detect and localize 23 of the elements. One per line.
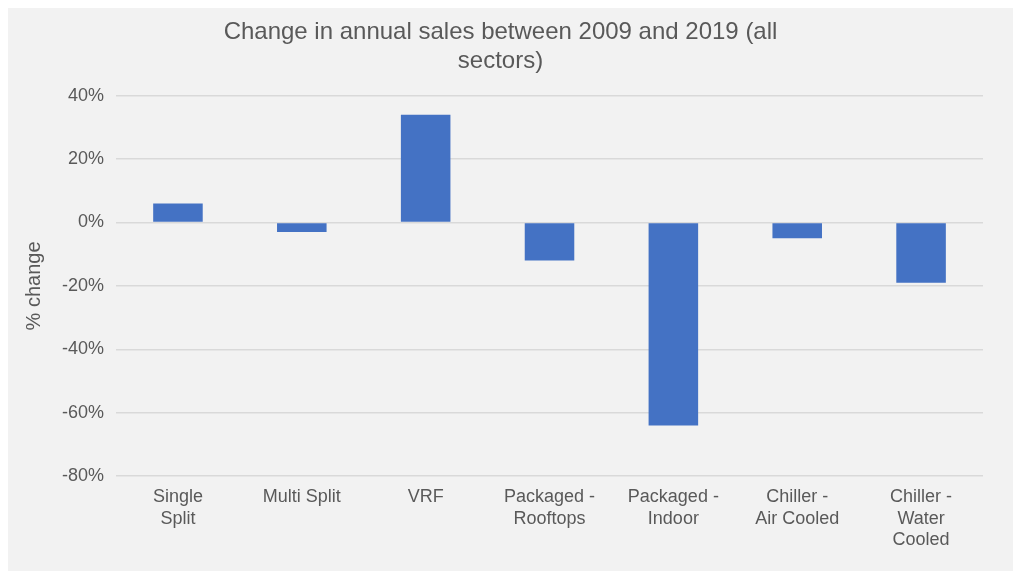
y-tick-label: -80% (61, 465, 105, 486)
y-tick-label: 40% (67, 84, 105, 105)
bar (277, 223, 327, 232)
x-tick-label: Packaged - Indoor (627, 485, 719, 528)
y-tick-label: -60% (61, 401, 105, 422)
bar (896, 223, 946, 283)
x-tick-label: Single Split (152, 485, 203, 528)
bar (772, 223, 822, 239)
x-tick-label: VRF (407, 485, 444, 506)
chart-title: Change in annual sales between 2009 and 2019 (all sectors) (223, 17, 778, 73)
bar (524, 223, 575, 261)
x-tick-label: Multi Split (262, 485, 341, 506)
x-tick-label: Chiller - Air Cooled (755, 485, 840, 528)
y-tick-label: -20% (61, 274, 105, 295)
x-tick-label: Packaged - Rooftops (503, 485, 596, 528)
bar (400, 114, 451, 222)
bar (648, 223, 699, 426)
bar (153, 203, 203, 222)
y-tick-label: 20% (67, 148, 105, 168)
x-tick-label: Chiller - Water Cooled (890, 485, 953, 550)
y-tick-label: -40% (61, 338, 105, 359)
y-tick-label: 0% (78, 211, 105, 232)
y-axis-title: % change (21, 241, 44, 331)
